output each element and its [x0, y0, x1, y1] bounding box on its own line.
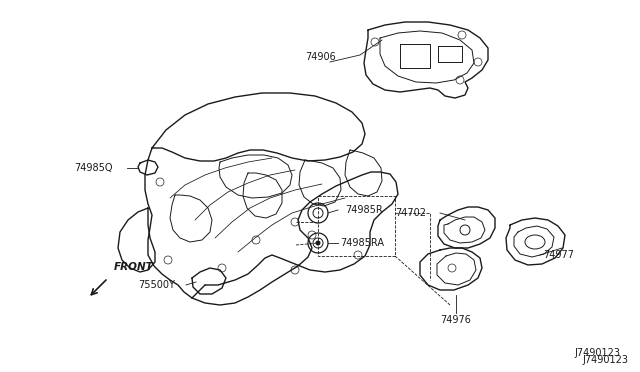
Text: 74985RA: 74985RA: [340, 238, 384, 248]
Text: J7490123: J7490123: [582, 355, 628, 365]
Text: 74985R: 74985R: [345, 205, 383, 215]
Text: J7490123: J7490123: [574, 348, 620, 358]
Text: 74906: 74906: [305, 52, 336, 62]
Text: 74702: 74702: [395, 208, 426, 218]
Text: 74977: 74977: [543, 250, 574, 260]
Text: 74985Q: 74985Q: [74, 163, 113, 173]
Text: 74976: 74976: [440, 315, 472, 325]
Text: 75500Y: 75500Y: [138, 280, 175, 290]
Circle shape: [316, 241, 320, 245]
Text: FRONT: FRONT: [114, 262, 154, 272]
Bar: [318, 196, 395, 256]
